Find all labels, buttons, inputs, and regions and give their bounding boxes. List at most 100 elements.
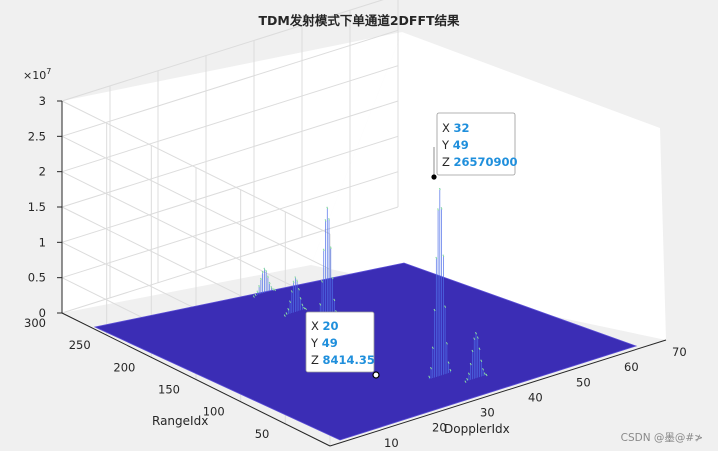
z-tick-label: 0 — [39, 306, 46, 320]
y-axis-ticks: 0 50 100 150 200 250 300 — [24, 316, 314, 451]
peak-spike-top — [471, 349, 474, 353]
datatip-floor-x: X 20 — [311, 319, 339, 333]
peak-spike-top — [333, 298, 336, 302]
peak-spike-top — [289, 300, 292, 303]
z-tick-label: 1.5 — [28, 200, 46, 214]
grid-line — [61, 135, 399, 243]
y-tick-label: 50 — [255, 427, 270, 441]
peak-spike-top — [319, 303, 322, 306]
datatip-floor-y: Y 49 — [310, 336, 338, 350]
y-tick-label: 300 — [24, 316, 46, 330]
peak-spike-top — [444, 305, 447, 308]
peak-spike-top — [270, 286, 273, 289]
z-axis-ticks: 0 0.5 1 1.5 2 2.5 3 — [28, 94, 62, 320]
peak-spike-top — [272, 288, 275, 291]
datatip-floor-marker — [372, 371, 380, 379]
z-exponent-label: ×107 — [23, 67, 51, 82]
datatip-peak-z: Z 26570900 — [442, 155, 518, 169]
peak-spike-top — [480, 359, 483, 362]
peak-spike-top — [261, 270, 264, 274]
peak-spike-top — [437, 208, 440, 211]
peak-spike-top — [483, 372, 486, 375]
datatip-peak-x: X 32 — [442, 121, 470, 135]
grid-line — [61, 206, 399, 314]
peak-spike-top — [473, 337, 476, 340]
z-tick-label: 3 — [39, 94, 46, 108]
watermark: CSDN @墨@#≯ — [621, 432, 703, 444]
x-axis-label: DopplerIdx — [444, 422, 510, 436]
peak-spike-top — [296, 279, 299, 282]
peak-spike-top — [440, 207, 443, 210]
datatip-peak-y: Y 49 — [441, 138, 469, 152]
peak-spike-top — [263, 267, 266, 271]
peak-spike-top — [326, 206, 329, 210]
peak-spike-top — [449, 368, 452, 372]
peak-spike-top — [464, 380, 467, 383]
z-tick-label: 2.5 — [28, 129, 46, 143]
peak-spike-top — [292, 280, 295, 284]
peak-spike-top — [328, 218, 331, 221]
peak-spike-top — [478, 347, 481, 350]
peak-spike-top — [290, 290, 293, 293]
peak-spike-top — [266, 275, 269, 278]
peak-spike-top — [258, 285, 261, 288]
chart-title: TDM发射模式下单通道2DFFT结果 — [258, 13, 460, 28]
peak-spike-top — [430, 366, 433, 370]
peak-spike-top — [485, 373, 488, 377]
peak-spike-top — [283, 314, 286, 317]
peak-spike-top — [299, 297, 302, 300]
datatip-floor-box — [305, 311, 375, 373]
peak-spike-top — [466, 377, 469, 381]
grid-line — [61, 29, 399, 137]
datatip-peak-marker — [431, 174, 437, 180]
peak-spike-top — [435, 256, 438, 260]
datatip-peak-box — [436, 112, 516, 176]
back-wall-right — [311, 32, 666, 340]
y-tick-label: 200 — [113, 360, 135, 374]
grid-line — [61, 65, 399, 173]
surface-peak — [464, 332, 488, 383]
datatip-peak[interactable]: X 32 Y 49 Z 26570900 — [431, 112, 518, 180]
x-tick-label: 40 — [528, 390, 543, 404]
x-tick-label: 30 — [480, 406, 495, 420]
surface-peak — [252, 267, 276, 298]
peak-spike-top — [442, 254, 445, 257]
x-tick-label: 60 — [624, 360, 639, 374]
z-tick-label: 2 — [39, 165, 46, 179]
datatip-floor[interactable]: X 20 Y 49 Z 8414.35 — [305, 311, 380, 379]
peak-spike-top — [303, 306, 306, 310]
peak-spike-top — [431, 346, 434, 350]
peak-spike-top — [476, 336, 479, 339]
x-tick-label: 10 — [384, 436, 399, 450]
back-wall-left — [62, 32, 402, 313]
y-tick-label: 100 — [203, 405, 225, 419]
z-tick-label: 0.5 — [28, 271, 46, 285]
x-tick-label: 20 — [432, 421, 447, 435]
peak-spike-top — [294, 276, 297, 279]
surface-peak — [428, 187, 452, 380]
peak-spike-top — [265, 269, 268, 273]
y-tick-label: 250 — [69, 338, 91, 352]
peak-spike-top — [467, 372, 470, 375]
peak-spike-top — [256, 290, 259, 293]
y-axis-label: RangeIdx — [152, 414, 208, 428]
grid-line — [61, 171, 399, 279]
peak-spike-top — [301, 303, 304, 307]
peak-spike-top — [304, 307, 307, 311]
peak-spike-top — [273, 288, 276, 292]
peak-spike-top — [438, 187, 441, 191]
peak-spike-top — [254, 293, 257, 297]
peak-spike-top — [482, 368, 485, 371]
peak-spike-top — [329, 246, 332, 249]
peak-spike-top — [447, 361, 450, 364]
peak-spike-top — [445, 342, 448, 345]
peak-spike-top — [285, 312, 288, 315]
peak-spike-top — [428, 375, 431, 379]
peak-spike-top — [322, 248, 325, 252]
grid-line — [61, 0, 384, 102]
datatip-floor-z: Z 8414.35 — [311, 353, 375, 367]
peaks — [252, 187, 488, 383]
y-tick-label: 0 — [307, 449, 314, 451]
